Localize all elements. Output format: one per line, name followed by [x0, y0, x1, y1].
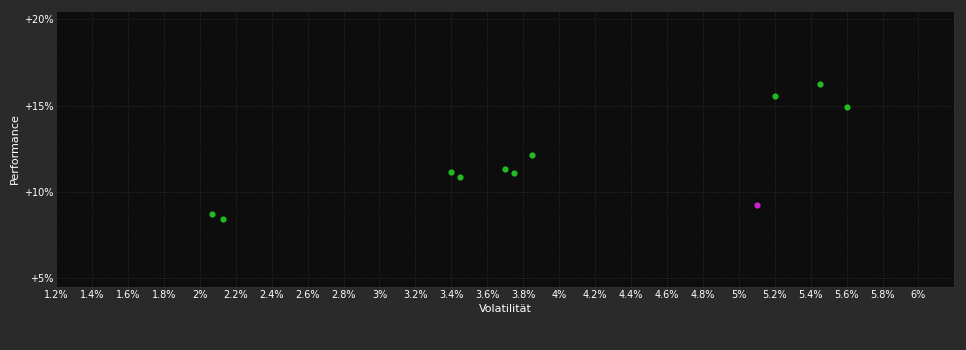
- Y-axis label: Performance: Performance: [10, 113, 19, 184]
- Point: [525, 152, 540, 158]
- Point: [767, 93, 782, 99]
- Point: [838, 104, 854, 110]
- Point: [443, 169, 459, 175]
- Point: [497, 167, 513, 172]
- Point: [811, 81, 827, 87]
- Point: [215, 216, 231, 222]
- Point: [749, 202, 764, 208]
- Point: [205, 211, 220, 216]
- X-axis label: Volatilität: Volatilität: [479, 304, 531, 314]
- Point: [453, 174, 469, 180]
- Point: [506, 170, 522, 176]
